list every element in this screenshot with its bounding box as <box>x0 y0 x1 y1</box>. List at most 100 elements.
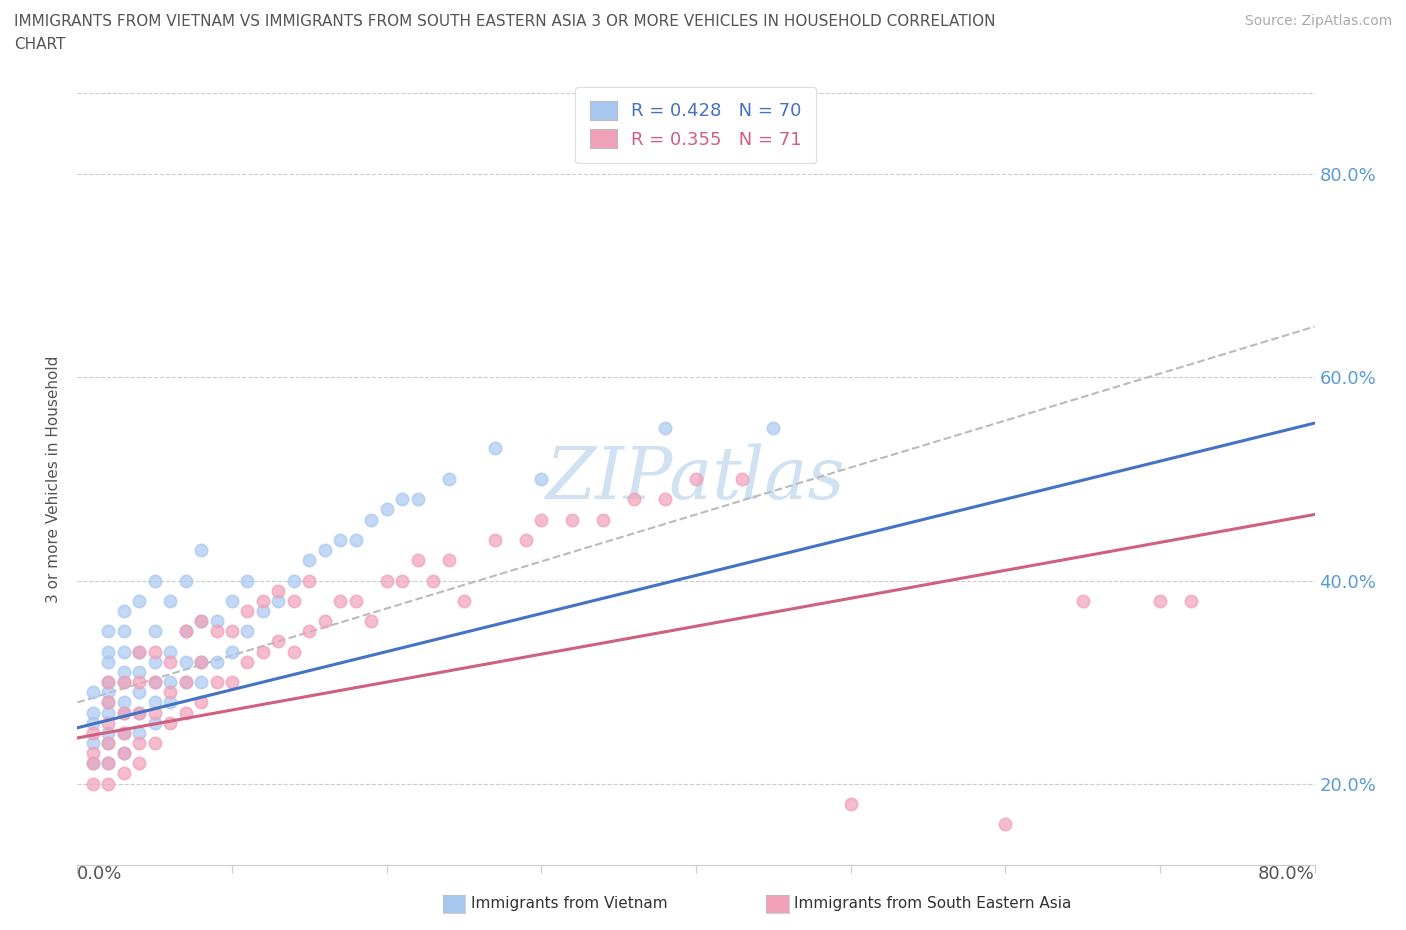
Point <box>453 593 475 608</box>
Point <box>654 420 676 435</box>
Point <box>112 766 135 781</box>
Point <box>112 705 135 720</box>
Point <box>205 674 228 689</box>
Point <box>82 684 104 699</box>
Point <box>97 624 120 639</box>
Point <box>1071 593 1094 608</box>
Point <box>174 655 197 670</box>
Point <box>221 593 243 608</box>
Point <box>97 655 120 670</box>
Point <box>190 655 212 670</box>
Point <box>685 472 707 486</box>
Point <box>97 756 120 771</box>
Point <box>128 684 150 699</box>
Point <box>143 715 166 730</box>
Point <box>159 674 181 689</box>
Point <box>267 593 290 608</box>
Point <box>97 674 120 689</box>
Point <box>159 695 181 710</box>
Point <box>406 552 429 567</box>
Point <box>112 604 135 618</box>
Text: 80.0%: 80.0% <box>1258 865 1315 883</box>
Point <box>1149 593 1171 608</box>
Point <box>112 725 135 740</box>
Point <box>112 705 135 720</box>
Point <box>360 614 382 629</box>
Text: ZIPatlas: ZIPatlas <box>546 444 846 514</box>
Point <box>128 725 150 740</box>
Text: Immigrants from Vietnam: Immigrants from Vietnam <box>471 897 668 911</box>
Point <box>174 705 197 720</box>
Point <box>437 472 460 486</box>
Point <box>128 644 150 659</box>
Point <box>128 674 150 689</box>
Point <box>159 655 181 670</box>
Point <box>221 674 243 689</box>
Point <box>97 705 120 720</box>
Point <box>236 604 259 618</box>
Point <box>561 512 583 527</box>
Point <box>391 573 413 588</box>
Point <box>143 624 166 639</box>
Point <box>298 624 321 639</box>
Point <box>143 674 166 689</box>
Point <box>437 552 460 567</box>
Point <box>530 512 553 527</box>
Point <box>530 472 553 486</box>
Point <box>329 533 352 548</box>
Point <box>174 573 197 588</box>
Point <box>190 655 212 670</box>
Point <box>143 573 166 588</box>
Point <box>128 664 150 679</box>
Point <box>174 624 197 639</box>
Point <box>422 573 444 588</box>
Point <box>283 573 305 588</box>
Point <box>82 705 104 720</box>
Point <box>205 624 228 639</box>
Point <box>112 644 135 659</box>
Point <box>360 512 382 527</box>
Point <box>762 420 785 435</box>
Point <box>97 644 120 659</box>
Point <box>82 746 104 761</box>
Point <box>221 644 243 659</box>
Point <box>128 593 150 608</box>
Point <box>82 715 104 730</box>
Point <box>82 725 104 740</box>
Point <box>283 644 305 659</box>
Point <box>592 512 614 527</box>
Point <box>82 756 104 771</box>
Point <box>484 441 506 456</box>
Point <box>112 746 135 761</box>
Point <box>205 614 228 629</box>
Point <box>406 492 429 507</box>
Point <box>283 593 305 608</box>
Point <box>112 674 135 689</box>
Point <box>97 695 120 710</box>
Point <box>236 624 259 639</box>
Point <box>515 533 537 548</box>
Point <box>731 472 754 486</box>
Point <box>128 736 150 751</box>
Point <box>190 542 212 557</box>
Point <box>112 746 135 761</box>
Point <box>391 492 413 507</box>
Point <box>143 705 166 720</box>
Point <box>1180 593 1202 608</box>
Point <box>314 542 336 557</box>
Point <box>128 705 150 720</box>
Point <box>252 593 274 608</box>
Point <box>97 756 120 771</box>
Text: CHART: CHART <box>14 37 66 52</box>
Point <box>159 593 181 608</box>
Point <box>174 674 197 689</box>
Point <box>221 624 243 639</box>
Point <box>298 573 321 588</box>
Point <box>97 684 120 699</box>
Point <box>267 583 290 598</box>
Point <box>97 725 120 740</box>
Point <box>190 695 212 710</box>
Point <box>375 573 398 588</box>
Text: IMMIGRANTS FROM VIETNAM VS IMMIGRANTS FROM SOUTH EASTERN ASIA 3 OR MORE VEHICLES: IMMIGRANTS FROM VIETNAM VS IMMIGRANTS FR… <box>14 14 995 29</box>
Point <box>190 614 212 629</box>
